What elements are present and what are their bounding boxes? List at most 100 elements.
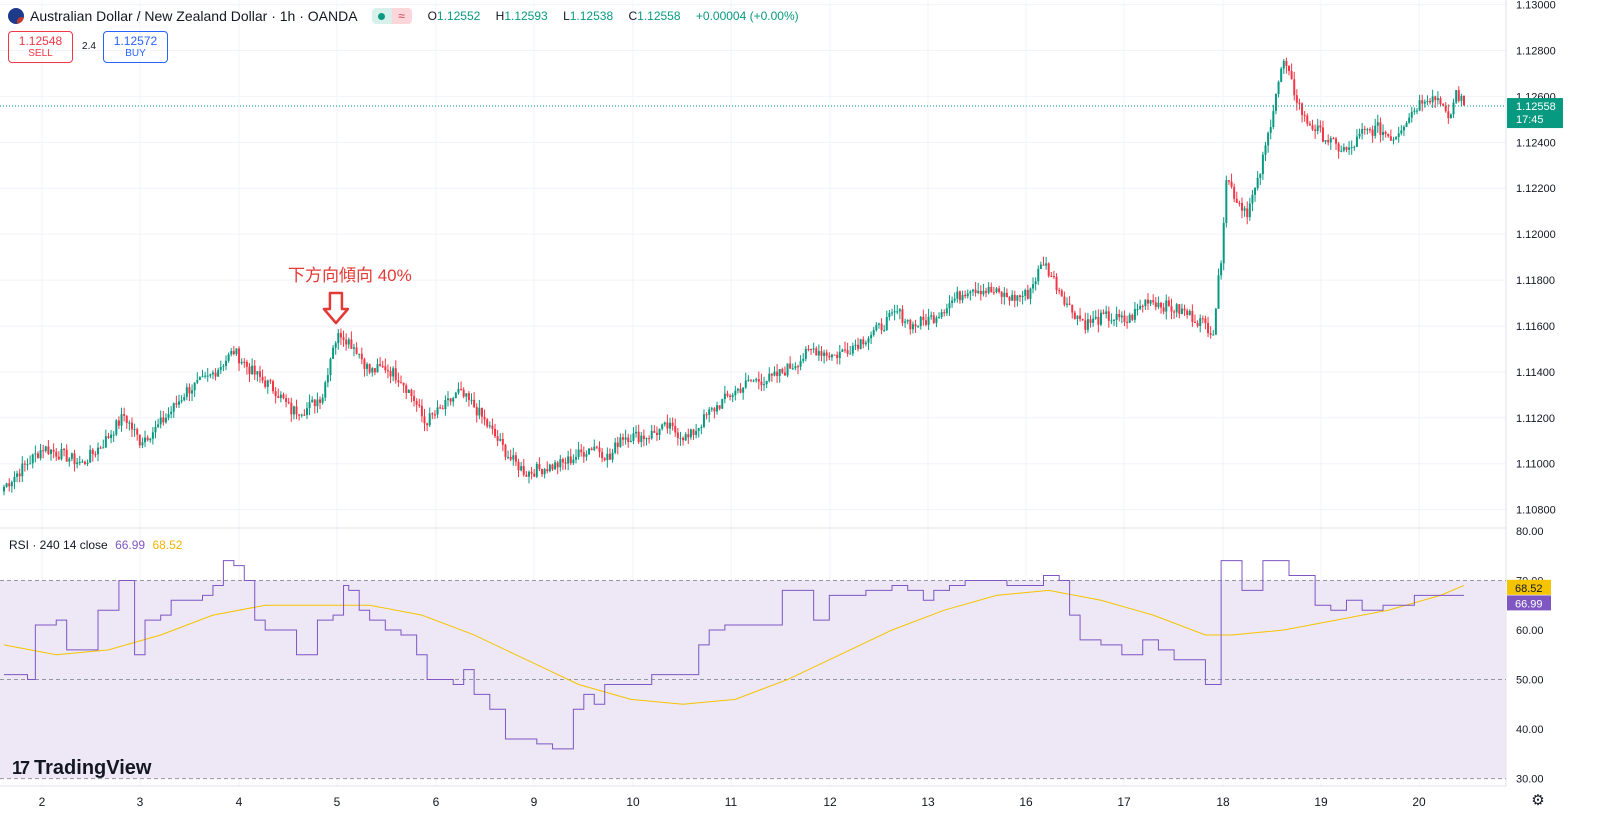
candle-body (170, 411, 173, 415)
time-tick-label: 2 (39, 795, 46, 809)
candle-body (794, 366, 797, 369)
candle (1274, 93, 1277, 115)
candle (864, 340, 867, 347)
candle-body (1361, 128, 1364, 134)
candle (214, 368, 217, 381)
candle (407, 389, 410, 394)
candle (538, 457, 541, 472)
candle (157, 418, 160, 429)
candle-body (1248, 203, 1251, 218)
candle-body (1436, 98, 1439, 101)
candle (277, 388, 280, 399)
rsi-ma-tag: 68.52 (1507, 579, 1551, 595)
symbol-title[interactable]: Australian Dollar / New Zealand Dollar ·… (30, 8, 358, 24)
candle-body (1368, 129, 1371, 131)
candle-body (1405, 122, 1408, 127)
candle (1387, 133, 1390, 138)
candle-body (1410, 111, 1413, 118)
candle (1436, 91, 1439, 105)
candle-body (397, 380, 400, 383)
candle-body (614, 442, 617, 453)
candle (99, 445, 102, 449)
candle-body (248, 366, 251, 375)
candle-body (177, 401, 180, 405)
candle-body (449, 398, 452, 402)
candle-body (342, 337, 345, 340)
candle (1013, 290, 1016, 308)
candle (170, 406, 173, 419)
candle-body (891, 312, 894, 314)
candle (1066, 297, 1069, 308)
rsi-legend[interactable]: RSI · 240 14 close 66.99 68.52 (9, 538, 182, 552)
candle-body (1282, 60, 1285, 69)
candle (8, 478, 11, 492)
candle-body (42, 450, 45, 452)
candle-body (1415, 110, 1418, 112)
candle-body (710, 408, 713, 410)
gear-icon[interactable]: ⚙ (1531, 792, 1545, 809)
candle (439, 404, 442, 410)
candle-body (185, 387, 188, 398)
candle-body (1152, 300, 1155, 303)
candle-body (1084, 320, 1087, 330)
sell-button[interactable]: 1.12548 SELL (8, 31, 73, 63)
candle (1081, 318, 1084, 321)
candle-body (266, 380, 269, 387)
candle (1382, 124, 1385, 141)
candle-body (796, 366, 799, 368)
candle (1327, 134, 1330, 146)
candle-body (1136, 308, 1139, 310)
candle-body (347, 339, 350, 345)
candle (1335, 136, 1338, 150)
candle (1005, 288, 1008, 298)
tradingview-logo[interactable]: 17 TradingView (12, 757, 151, 780)
candle (3, 484, 5, 496)
candle-body (269, 380, 272, 382)
annotation-text[interactable]: 下方向傾向 40% (288, 266, 412, 285)
candle (1076, 315, 1079, 326)
candle-body (496, 436, 499, 441)
candle-body (52, 449, 55, 452)
candle (232, 346, 235, 356)
candle (1363, 125, 1366, 135)
candle (844, 341, 847, 353)
candle (81, 459, 84, 463)
candle (1220, 260, 1223, 280)
candle (1060, 288, 1063, 297)
candle (1008, 295, 1011, 306)
candle-body (922, 316, 925, 321)
candle (345, 333, 348, 351)
candle-body (457, 388, 460, 393)
rsi-ma-tag-value: 68.52 (1515, 583, 1543, 595)
candle-body (1050, 275, 1053, 277)
candle-body (488, 425, 491, 427)
candle (360, 347, 363, 365)
market-status[interactable]: ≈ (371, 8, 412, 24)
candle (504, 443, 507, 461)
candle (248, 362, 251, 382)
candle (238, 346, 241, 372)
candle (614, 437, 617, 455)
candle (31, 453, 34, 469)
candle (384, 358, 387, 374)
candle-body (1327, 140, 1330, 143)
candle (648, 435, 651, 444)
candle (1374, 118, 1377, 139)
candle-body (1052, 276, 1055, 278)
candle (1209, 326, 1212, 339)
candle (1000, 290, 1003, 305)
candle-body (998, 288, 1001, 292)
candle (697, 427, 700, 438)
candle-body (527, 471, 530, 477)
candle-body (723, 393, 726, 400)
candle (410, 388, 413, 403)
buy-button[interactable]: 1.12572 BUY (103, 31, 168, 63)
candle (285, 394, 288, 408)
candle (501, 432, 504, 452)
down-arrow-icon[interactable] (322, 291, 350, 325)
candle-body (1081, 319, 1084, 321)
candle-body (632, 433, 635, 441)
candle (726, 390, 729, 398)
candle-body (1178, 304, 1181, 314)
